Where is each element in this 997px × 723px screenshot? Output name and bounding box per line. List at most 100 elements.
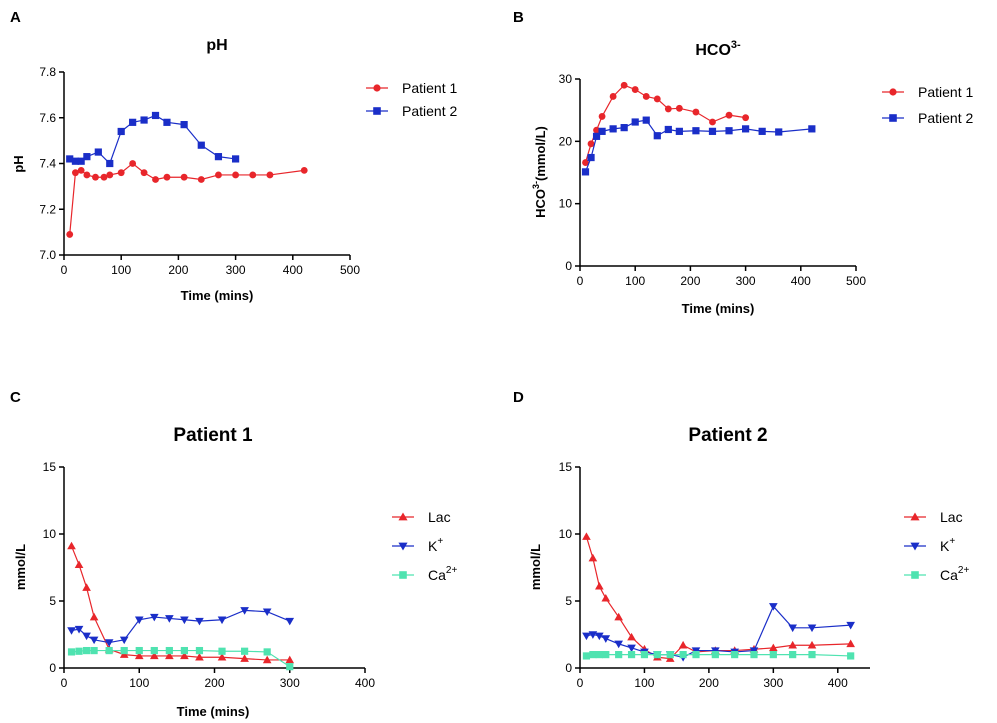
legend-label: Ca2+ xyxy=(940,565,969,583)
y-tick-label: 20 xyxy=(559,134,573,148)
x-axis-label: Time (mins) xyxy=(177,704,250,719)
data-point xyxy=(582,159,589,166)
panel-c: C Patient 1 Time (mins) mmol/L 0 100 200 30… xyxy=(10,389,457,719)
data-point xyxy=(788,624,797,633)
legend-marker xyxy=(889,88,897,96)
data-point xyxy=(180,616,189,625)
series-line xyxy=(584,84,746,163)
x-axis-label: Time (mins) xyxy=(682,301,755,316)
chart-title: Patient 1 xyxy=(173,425,253,446)
legend-label: Patient 1 xyxy=(402,80,457,96)
legend-item: Patient 1 xyxy=(366,80,457,96)
data-point xyxy=(117,169,125,177)
data-point xyxy=(847,652,855,660)
data-point xyxy=(627,632,636,641)
data-point xyxy=(678,640,688,649)
data-point xyxy=(240,607,249,615)
y-tick-label: 0 xyxy=(565,259,572,273)
data-point xyxy=(83,171,91,179)
data-point xyxy=(218,647,226,655)
data-point xyxy=(595,581,604,590)
y-tick-label: 0 xyxy=(565,661,572,675)
data-point xyxy=(653,95,661,103)
data-point xyxy=(240,654,249,662)
y-tick-label: 15 xyxy=(43,460,57,474)
data-point xyxy=(266,171,274,179)
x-tick-label: 300 xyxy=(736,274,756,288)
data-point xyxy=(106,159,114,168)
data-point xyxy=(709,118,716,126)
data-point xyxy=(82,632,91,641)
y-tick-label: 5 xyxy=(565,594,572,608)
x-tick-label: 100 xyxy=(111,263,131,277)
x-tick-label: 100 xyxy=(129,676,149,690)
data-point xyxy=(664,105,672,113)
x-tick-label: 0 xyxy=(61,676,68,690)
data-point xyxy=(285,655,295,664)
series-patient-2 xyxy=(66,111,240,168)
legend-item: K+ xyxy=(904,536,955,554)
data-point xyxy=(711,651,719,659)
data-point xyxy=(731,651,739,659)
y-tick-label: 10 xyxy=(559,197,573,211)
data-point xyxy=(679,651,687,659)
series-k xyxy=(67,607,295,647)
data-point xyxy=(165,646,173,655)
x-tick-label: 400 xyxy=(283,263,303,277)
data-point xyxy=(642,93,650,100)
y-tick-label: 7.2 xyxy=(39,202,56,216)
x-tick-label: 0 xyxy=(61,263,68,277)
data-point xyxy=(595,651,603,659)
data-point xyxy=(149,651,159,660)
plot-area: 0 100 200 300 400 0 5 10 15 Lac K+ Ca2+ xyxy=(43,460,458,690)
data-point xyxy=(582,652,591,660)
series-patient-1 xyxy=(582,81,750,166)
legend-label: Lac xyxy=(940,509,963,525)
data-point xyxy=(708,127,717,135)
data-point xyxy=(150,646,158,655)
data-point xyxy=(807,640,817,649)
y-tick-label: 30 xyxy=(559,72,573,86)
data-point xyxy=(195,646,204,655)
data-point xyxy=(119,636,129,645)
data-point xyxy=(587,153,595,162)
data-point xyxy=(149,613,159,622)
legend-marker xyxy=(373,107,381,115)
data-point xyxy=(675,104,683,112)
data-point xyxy=(614,612,623,621)
series-lac xyxy=(67,541,295,664)
data-point xyxy=(692,108,700,116)
panel-letter: D xyxy=(513,389,524,406)
data-point xyxy=(100,173,108,181)
data-point xyxy=(75,647,83,655)
legend-item: Lac xyxy=(904,509,963,525)
legend-marker xyxy=(889,114,897,122)
panel-letter: C xyxy=(10,389,21,406)
data-point xyxy=(808,125,816,133)
data-point xyxy=(217,616,227,625)
y-axis-label: pH xyxy=(11,155,26,172)
legend-marker xyxy=(399,571,407,579)
data-point xyxy=(92,173,99,181)
data-point xyxy=(262,655,272,664)
data-point xyxy=(725,111,733,119)
data-point xyxy=(589,651,597,659)
data-point xyxy=(77,166,85,174)
data-point xyxy=(67,627,76,635)
data-point xyxy=(675,127,683,135)
data-point xyxy=(598,127,606,135)
data-point xyxy=(71,157,80,165)
plot-area: 0 100 200 300 400 500 7.0 7.2 7.4 7.6 7.8 Patient 1… xyxy=(39,65,457,277)
data-point xyxy=(82,583,91,591)
data-point xyxy=(286,663,294,671)
legend-label: Patient 1 xyxy=(918,84,973,100)
legend-item: Ca2+ xyxy=(392,565,457,583)
data-point xyxy=(72,169,79,177)
panel-a: A pH Time (mins) pH 0 100 200 300 400 500 7.0 7… xyxy=(10,9,457,303)
data-point xyxy=(195,652,204,661)
y-tick-label: 15 xyxy=(559,460,573,474)
y-axis-label: mmol/L xyxy=(13,544,28,590)
data-point xyxy=(180,646,188,655)
data-point xyxy=(197,176,205,183)
